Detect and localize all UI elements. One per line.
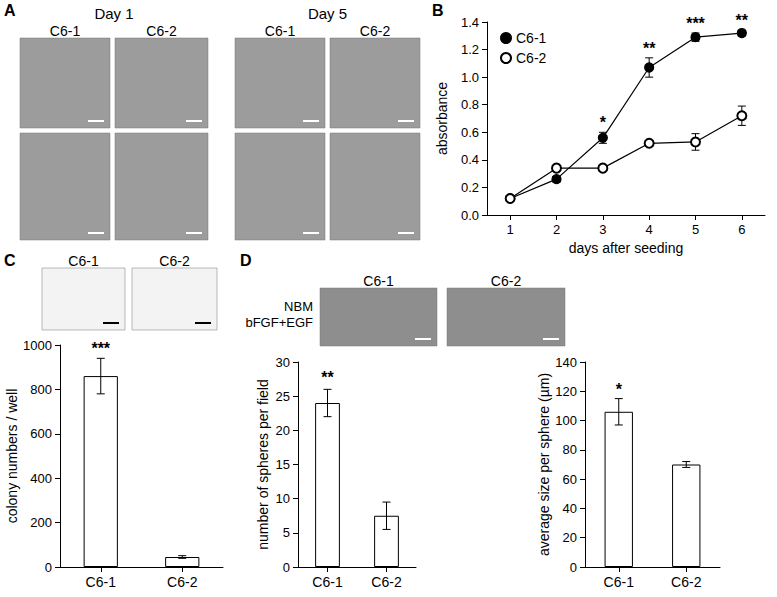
svg-text:10: 10: [276, 491, 290, 506]
svg-text:600: 600: [30, 426, 52, 441]
svg-text:Day 5: Day 5: [308, 5, 347, 22]
svg-text:1.4: 1.4: [461, 15, 479, 30]
svg-text:absorbance: absorbance: [434, 82, 450, 155]
svg-text:C6-1: C6-1: [604, 574, 635, 590]
svg-text:4: 4: [646, 222, 653, 237]
svg-text:C6-2: C6-2: [671, 574, 702, 590]
svg-text:*: *: [616, 381, 623, 398]
svg-text:15: 15: [276, 457, 290, 472]
svg-text:NBM: NBM: [284, 299, 313, 314]
svg-text:average size per sphere (µm): average size per sphere (µm): [536, 373, 552, 556]
svg-text:1.0: 1.0: [461, 70, 479, 85]
svg-text:colony numbers / well: colony numbers / well: [4, 389, 20, 524]
svg-text:**: **: [321, 369, 334, 386]
svg-text:C6-2: C6-2: [360, 23, 391, 39]
svg-text:***: ***: [686, 15, 705, 32]
svg-text:C6-2: C6-2: [167, 574, 198, 590]
svg-text:0: 0: [570, 560, 577, 575]
svg-text:days after seeding: days after seeding: [569, 240, 683, 256]
svg-text:*: *: [600, 114, 607, 131]
svg-text:***: ***: [91, 340, 110, 357]
svg-text:C6-1: C6-1: [68, 253, 99, 269]
svg-text:6: 6: [738, 222, 745, 237]
svg-text:C6-2: C6-2: [491, 273, 522, 289]
svg-text:0.8: 0.8: [461, 97, 479, 112]
svg-text:0.0: 0.0: [461, 208, 479, 223]
svg-text:number of spheres per field: number of spheres per field: [255, 379, 271, 549]
svg-text:C6-2: C6-2: [146, 23, 177, 39]
svg-text:140: 140: [555, 355, 577, 370]
svg-text:3: 3: [599, 222, 606, 237]
svg-text:C6-2: C6-2: [159, 253, 190, 269]
svg-text:**: **: [643, 40, 656, 57]
svg-text:40: 40: [563, 501, 577, 516]
svg-text:C6-1: C6-1: [312, 574, 343, 590]
svg-text:2: 2: [553, 222, 560, 237]
svg-text:C6-2: C6-2: [371, 574, 402, 590]
svg-text:1000: 1000: [23, 338, 52, 353]
svg-text:D: D: [240, 252, 252, 269]
svg-text:1.2: 1.2: [461, 42, 479, 57]
svg-text:A: A: [4, 2, 16, 19]
svg-text:0.4: 0.4: [461, 152, 479, 167]
svg-text:200: 200: [30, 515, 52, 530]
svg-text:C6-1: C6-1: [265, 23, 296, 39]
svg-text:0: 0: [283, 560, 290, 575]
svg-text:C: C: [4, 252, 16, 269]
svg-text:30: 30: [276, 355, 290, 370]
svg-text:C6-1: C6-1: [516, 30, 547, 46]
svg-text:C6-1: C6-1: [50, 23, 81, 39]
svg-text:60: 60: [563, 472, 577, 487]
svg-text:C6-1: C6-1: [363, 273, 394, 289]
svg-text:0.6: 0.6: [461, 125, 479, 140]
svg-text:400: 400: [30, 471, 52, 486]
svg-text:Day 1: Day 1: [94, 5, 133, 22]
svg-text:1: 1: [507, 222, 514, 237]
svg-text:120: 120: [555, 384, 577, 399]
svg-text:5: 5: [692, 222, 699, 237]
svg-text:**: **: [736, 12, 749, 29]
svg-text:B: B: [432, 2, 444, 19]
svg-text:20: 20: [563, 530, 577, 545]
svg-text:5: 5: [283, 525, 290, 540]
svg-text:80: 80: [563, 442, 577, 457]
svg-text:C6-2: C6-2: [516, 50, 547, 66]
svg-text:C6-1: C6-1: [86, 574, 117, 590]
svg-text:bFGF+EGF: bFGF+EGF: [245, 315, 313, 330]
svg-text:20: 20: [276, 423, 290, 438]
svg-text:25: 25: [276, 389, 290, 404]
svg-text:100: 100: [555, 413, 577, 428]
svg-text:0.2: 0.2: [461, 180, 479, 195]
svg-text:0: 0: [45, 560, 52, 575]
svg-text:800: 800: [30, 382, 52, 397]
